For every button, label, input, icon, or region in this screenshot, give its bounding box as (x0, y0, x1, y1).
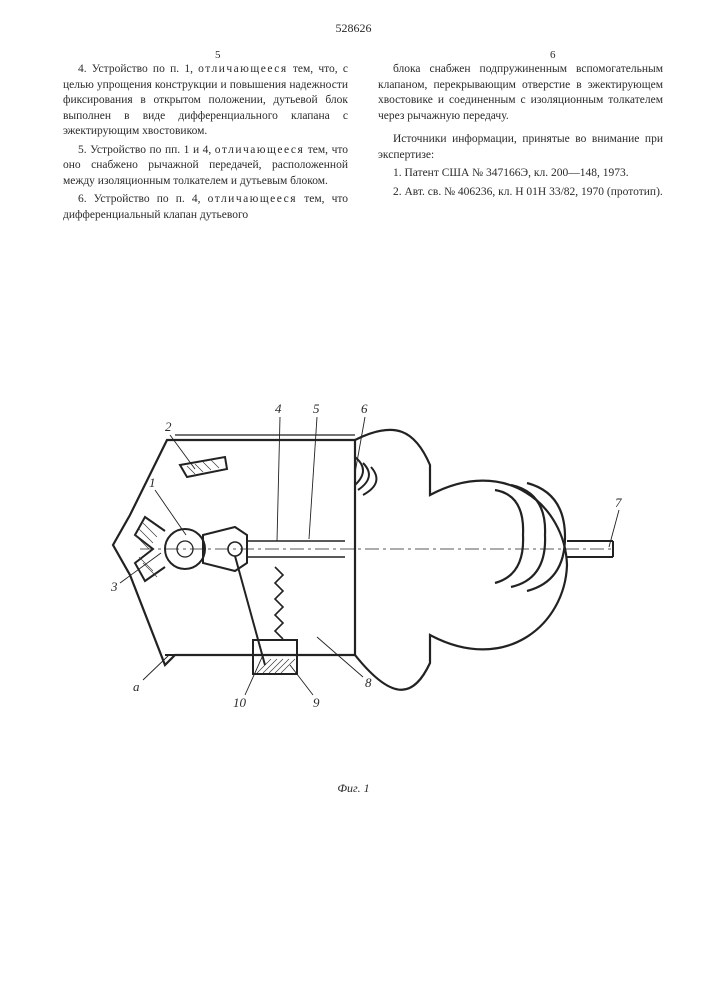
figure-1: 1 2 3 4 5 6 7 8 9 10 а (95, 335, 625, 735)
claim-6: 6. Устройство по п. 4, отличающееся тем,… (63, 192, 348, 223)
svg-text:а: а (133, 679, 140, 694)
sources-heading: Источники информации, принятые во вниман… (378, 132, 663, 163)
source-2: 2. Авт. св. № 406236, кл. Н 01Н 33/82, 1… (378, 185, 663, 201)
claim-5: 5. Устройство по пп. 1 и 4, отличающееся… (63, 143, 348, 190)
svg-text:3: 3 (110, 579, 118, 594)
svg-text:10: 10 (233, 695, 247, 710)
figure-caption: Фиг. 1 (0, 780, 707, 796)
document-number: 528626 (0, 20, 707, 36)
left-text-column: 4. Устройство по п. 1, отличающееся тем,… (63, 62, 348, 226)
svg-text:7: 7 (615, 495, 622, 510)
claim-6-continued: блока снабжен подпружиненным вспомогател… (378, 62, 663, 124)
svg-text:9: 9 (313, 695, 320, 710)
svg-text:6: 6 (361, 401, 368, 416)
left-column-number: 5 (215, 48, 221, 63)
right-text-column: блока снабжен подпружиненным вспомогател… (378, 62, 663, 203)
svg-text:4: 4 (275, 401, 282, 416)
svg-text:1: 1 (149, 475, 156, 490)
svg-text:8: 8 (365, 675, 372, 690)
svg-text:2: 2 (165, 419, 172, 434)
right-column-number: 6 (550, 48, 556, 63)
claim-4: 4. Устройство по п. 1, отличающееся тем,… (63, 62, 348, 140)
svg-text:5: 5 (313, 401, 320, 416)
source-1: 1. Патент США № 347166Э, кл. 200—148, 19… (378, 166, 663, 182)
